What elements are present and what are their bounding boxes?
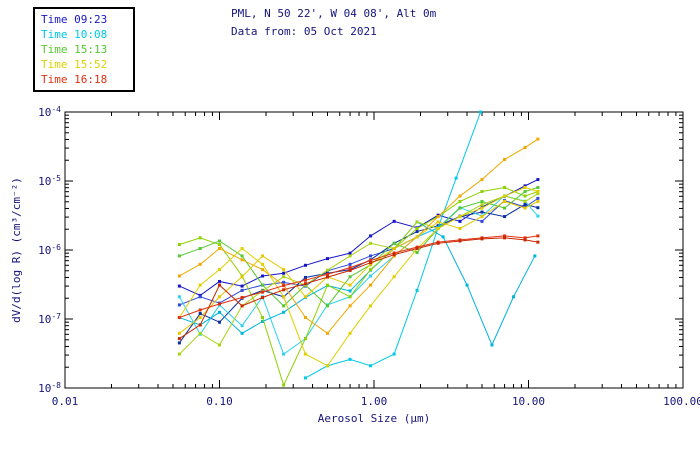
svg-text:Aerosol Size (μm): Aerosol Size (μm) (318, 412, 431, 425)
chart-title: PML, N 50 22', W 04 08', Alt 0m (231, 7, 437, 20)
legend-item-0: Time 09:23 (41, 13, 108, 26)
svg-text:0.10: 0.10 (206, 395, 233, 408)
chart-header: PML, N 50 22', W 04 08', Alt 0m Data fro… (231, 5, 436, 41)
legend-item-4: Time 16:18 (41, 73, 108, 86)
svg-text:100.00: 100.00 (663, 395, 700, 408)
svg-text:10-5: 10-5 (38, 174, 61, 188)
legend-item-2: Time 15:13 (41, 43, 108, 56)
legend-item-1: Time 10:08 (41, 28, 108, 41)
chart-subtitle: Data from: 05 Oct 2021 (231, 25, 377, 38)
svg-text:10-6: 10-6 (38, 243, 61, 257)
svg-text:10-8: 10-8 (38, 381, 61, 395)
legend-item-3: Time 15:52 (41, 58, 108, 71)
svg-text:10.00: 10.00 (512, 395, 545, 408)
svg-text:10-4: 10-4 (38, 105, 61, 119)
svg-text:10-7: 10-7 (38, 312, 61, 326)
svg-text:dV/d(log R) (cm³/cm⁻²): dV/d(log R) (cm³/cm⁻²) (10, 177, 23, 323)
svg-text:1.00: 1.00 (361, 395, 388, 408)
svg-text:0.01: 0.01 (52, 395, 79, 408)
legend-box: Time 09:23 Time 10:08 Time 15:13 Time 15… (33, 7, 135, 92)
